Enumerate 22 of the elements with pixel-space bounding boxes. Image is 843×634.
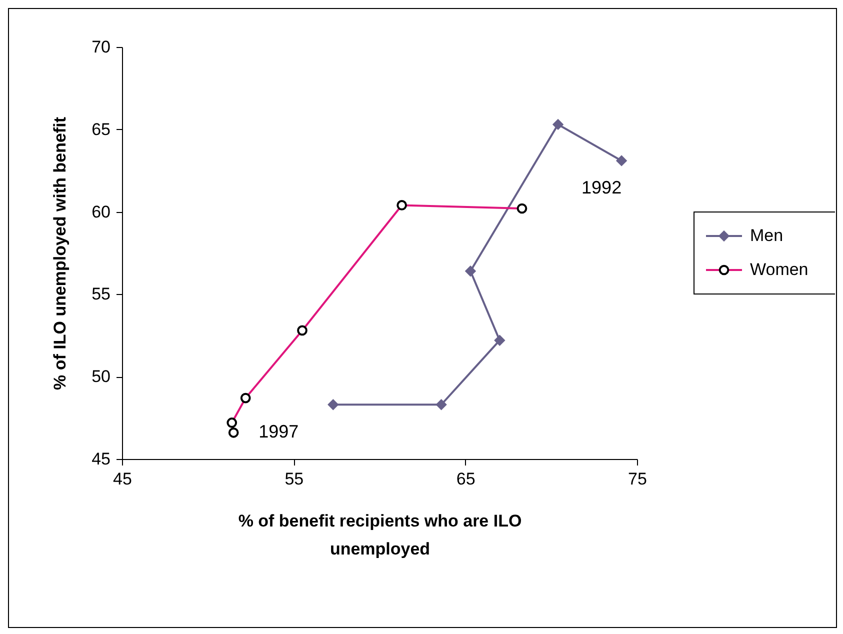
y-tick-label: 60 [92, 202, 110, 222]
legend-label: Men [750, 226, 784, 245]
point [616, 156, 627, 166]
x-tick-label: 55 [284, 470, 304, 488]
point [494, 335, 505, 346]
x-tick-label: 45 [113, 470, 132, 488]
annotation: 1997 [258, 422, 299, 442]
y-axis-title: % of ILO unemployed with benefit [50, 116, 70, 390]
y-tick-label: 70 [92, 38, 110, 56]
legend-label: Women [750, 260, 808, 279]
x-axis-title: % of benefit recipients who are ILO unemployed [238, 512, 522, 558]
point [328, 399, 338, 410]
point [436, 399, 446, 410]
point [465, 266, 476, 276]
y-tick-label: 45 [92, 450, 110, 468]
y-tick-label: 50 [92, 367, 110, 386]
y-tick-label: 65 [92, 120, 110, 139]
y-tick-label: 55 [92, 284, 110, 304]
point [552, 119, 564, 130]
x-tick-label: 65 [456, 470, 476, 488]
annotation: 1992 [582, 178, 622, 198]
x-tick-label: 75 [628, 470, 647, 488]
